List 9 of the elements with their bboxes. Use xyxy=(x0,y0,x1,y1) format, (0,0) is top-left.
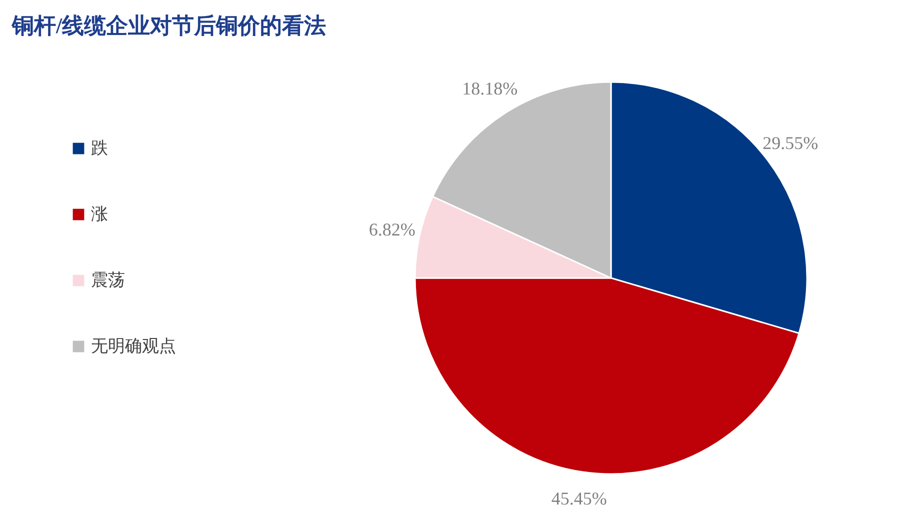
data-label: 18.18% xyxy=(462,78,518,99)
chart-title: 铜杆/线缆企业对节后铜价的看法 xyxy=(11,13,326,38)
data-label: 6.82% xyxy=(368,219,416,240)
legend-label: 跌 xyxy=(91,138,108,158)
legend-label: 震荡 xyxy=(91,270,125,290)
legend-label: 涨 xyxy=(91,204,108,224)
data-label: 45.45% xyxy=(551,488,607,509)
data-label: 29.55% xyxy=(762,132,818,153)
legend-label: 无明确观点 xyxy=(91,336,176,356)
